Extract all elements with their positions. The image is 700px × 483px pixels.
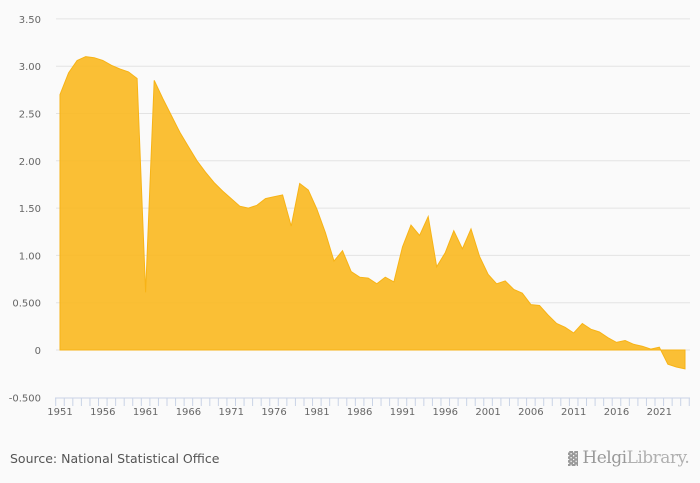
x-tick-label: 1996 <box>433 407 458 418</box>
source-note: Source: National Statistical Office <box>10 451 220 466</box>
x-tick-label: 1956 <box>90 407 115 418</box>
area-series <box>59 56 686 370</box>
y-tick-label: 2.00 <box>19 157 41 168</box>
y-tick-label: 1.50 <box>19 204 41 215</box>
x-tick-label: 2011 <box>561 407 586 418</box>
x-tick-label: 2021 <box>647 407 672 418</box>
y-tick-label: 0.500 <box>12 299 41 310</box>
y-tick-label: 3.50 <box>19 15 41 26</box>
y-tick-label: 2.50 <box>19 110 41 121</box>
helgilibrary-logo[interactable]: ▓ HelgiLibrary. <box>568 448 690 468</box>
x-tick-label: 1991 <box>390 407 415 418</box>
x-tick-label: 2016 <box>604 407 629 418</box>
x-axis: 1951 1956 1961 1966 1971 1976 1981 1986 1991 1996… <box>47 397 690 418</box>
logo-icon: ▓ <box>568 452 578 467</box>
x-tick-label: 1951 <box>47 407 72 418</box>
y-tick-label: 1.00 <box>19 251 41 262</box>
logo-suffix: Library. <box>626 448 690 468</box>
x-tick-label: 2001 <box>475 407 500 418</box>
x-tick-label: 1961 <box>133 407 158 418</box>
x-tick-label: 1966 <box>176 407 201 418</box>
x-tick-label: 1971 <box>219 407 244 418</box>
y-tick-label: 0 <box>35 346 41 357</box>
x-tick-label: 1976 <box>261 407 286 418</box>
y-tick-label: 3.00 <box>19 62 41 73</box>
x-tick-label: 1986 <box>347 407 372 418</box>
y-axis-labels: 3.50 3.00 2.50 2.00 1.50 1.00 0.500 0 -0.500 <box>9 15 41 404</box>
x-tick-label: 2006 <box>518 407 543 418</box>
area-chart: 3.50 3.00 2.50 2.00 1.50 1.00 0.500 0 -0.500 195… <box>9 15 690 418</box>
y-tick-label: -0.500 <box>9 393 41 404</box>
logo-brand: Helgi <box>582 448 627 468</box>
x-tick-label: 1981 <box>304 407 329 418</box>
